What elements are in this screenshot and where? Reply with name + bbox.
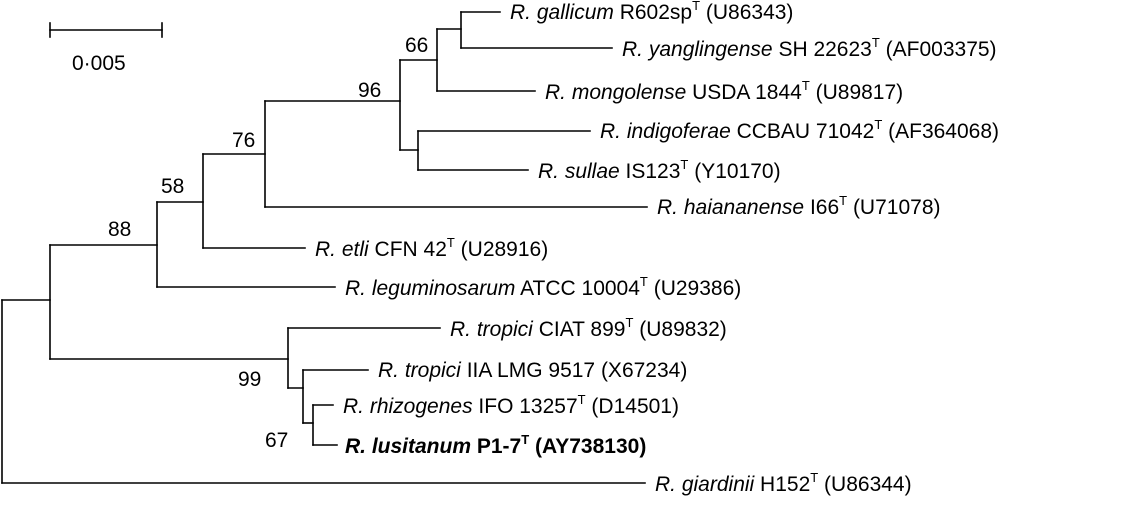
bootstrap-96: 96 <box>358 79 381 102</box>
tree-branches <box>1 11 648 484</box>
bootstrap-88: 88 <box>108 218 131 241</box>
taxon-label: R. tropici CIAT 899T (U89832) <box>450 315 727 341</box>
taxon-label: R. giardinii H152T (U86344) <box>655 470 912 496</box>
scale-bar: 0·005 <box>49 22 163 75</box>
taxon-label: R. rhizogenes IFO 13257T (D14501) <box>343 392 679 418</box>
bootstrap-66: 66 <box>405 34 428 57</box>
taxon-label: R. haiananense I66T (U71078) <box>657 193 941 219</box>
taxon-label: R. leguminosarum ATCC 10004T (U29386) <box>345 274 741 300</box>
bootstrap-67: 67 <box>265 429 288 452</box>
bootstrap-58: 58 <box>161 175 184 198</box>
bootstrap-values: 66 96 76 58 88 99 67 <box>108 34 428 452</box>
taxon-label: R. sullae IS123T (Y10170) <box>538 157 781 183</box>
taxon-label: R. yanglingense SH 22623T (AF003375) <box>622 35 997 61</box>
bootstrap-99: 99 <box>238 368 261 391</box>
scale-bar-label: 0·005 <box>72 52 126 75</box>
taxon-label: R. indigoferae CCBAU 71042T (AF364068) <box>600 117 999 143</box>
bootstrap-76: 76 <box>232 129 255 152</box>
taxon-labels: R. gallicum R602spT (U86343) R. yangling… <box>315 0 999 496</box>
taxon-label: R. tropici IIA LMG 9517 (X67234) <box>378 359 687 382</box>
taxon-label: R. mongolense USDA 1844T (U89817) <box>545 78 903 104</box>
taxon-label-highlighted: R. lusitanum P1-7T (AY738130) <box>345 432 646 458</box>
taxon-label: R. gallicum R602spT (U86343) <box>510 0 793 24</box>
taxon-label: R. etli CFN 42T (U28916) <box>315 235 548 261</box>
